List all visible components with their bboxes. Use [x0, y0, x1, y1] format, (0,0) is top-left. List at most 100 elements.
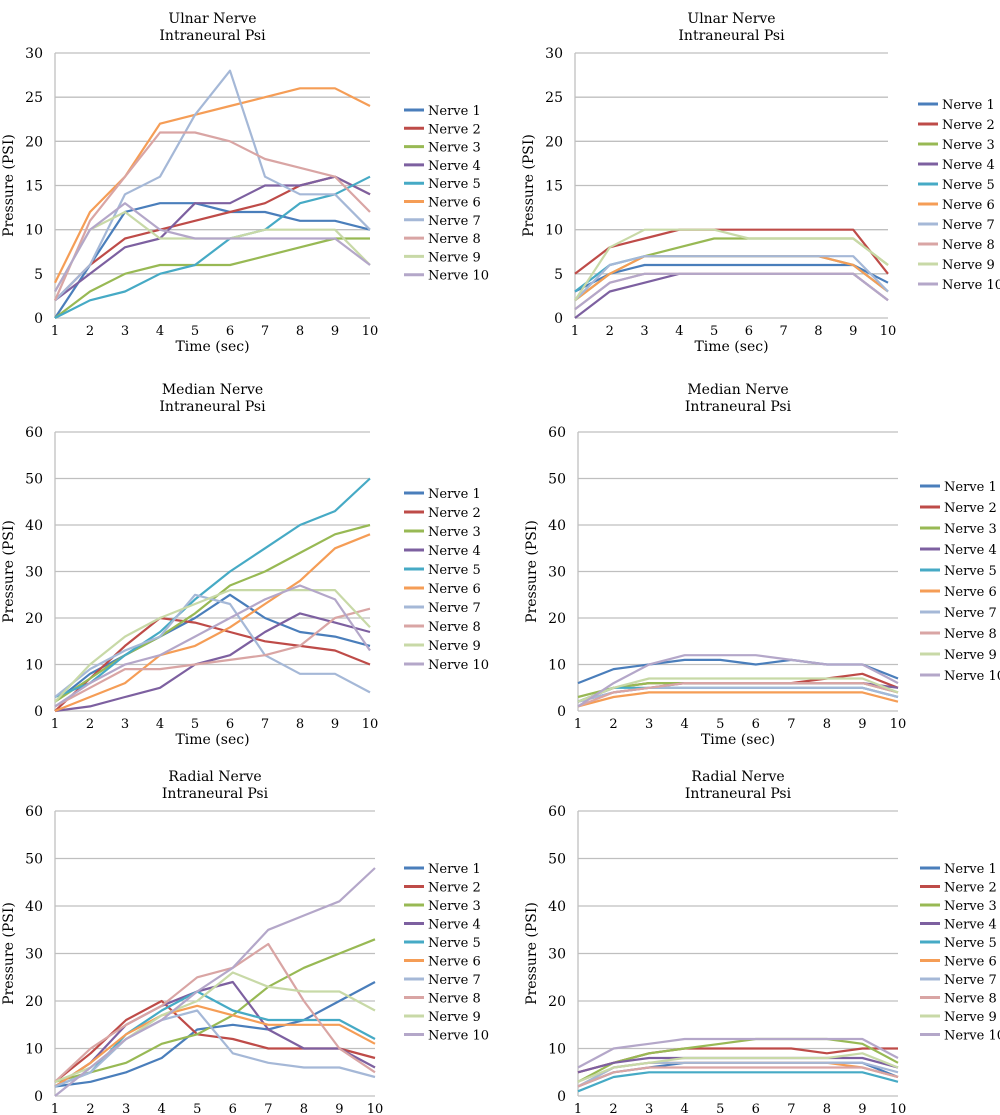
y-tick-label: 10: [25, 223, 43, 239]
y-tick-label: 10: [545, 223, 563, 239]
x-tick-label: 4: [156, 324, 164, 339]
legend-label: Nerve 8: [944, 627, 997, 642]
series-line-nerve-7: [574, 255, 889, 302]
x-tick-label: 8: [823, 1102, 831, 1115]
legend-label: Nerve 4: [944, 543, 997, 558]
x-tick-label: 9: [858, 1102, 866, 1115]
x-tick-label: 5: [193, 1102, 201, 1115]
y-tick-label: 30: [25, 565, 43, 581]
series-line-nerve-10: [574, 272, 889, 311]
x-axis-label: Time (sec): [694, 339, 768, 355]
x-tick-label: 9: [858, 717, 866, 732]
legend-label: Nerve 9: [428, 1010, 481, 1025]
legend-label: Nerve 7: [944, 973, 997, 988]
series-line-nerve-5: [54, 477, 371, 699]
legend-label: Nerve 3: [428, 899, 481, 914]
series-line-nerve-1: [54, 202, 371, 319]
chart-title: Radial Nerve: [168, 769, 261, 785]
legend-label: Nerve 7: [942, 218, 995, 233]
y-tick-label: 60: [25, 804, 43, 820]
chart-title: Intraneural Psi: [685, 399, 792, 415]
y-tick-label: 0: [34, 311, 43, 327]
chart-title: Ulnar Nerve: [168, 11, 256, 27]
y-tick-label: 20: [548, 994, 566, 1010]
legend-label: Nerve 3: [428, 141, 481, 156]
x-tick-label: 3: [645, 1102, 653, 1115]
y-tick-label: 30: [548, 565, 566, 581]
series-line-nerve-8: [577, 681, 899, 708]
series-line-nerve-8: [54, 607, 371, 708]
series-line-nerve-3: [577, 1037, 899, 1083]
series-line-nerve-5: [577, 1071, 899, 1093]
y-tick-label: 40: [548, 899, 566, 915]
series-line-nerve-4: [54, 175, 371, 302]
chart-title: Radial Nerve: [691, 769, 784, 785]
y-axis-label: Pressure (PSI): [1, 520, 17, 623]
x-tick-label: 3: [645, 717, 653, 732]
legend-label: Nerve 8: [428, 232, 481, 247]
x-axis-label: Time (sec): [701, 732, 775, 748]
x-tick-label: 8: [823, 717, 831, 732]
y-tick-label: 15: [545, 179, 563, 195]
chart-title: Ulnar Nerve: [687, 11, 775, 27]
legend-label: Nerve 10: [428, 269, 489, 284]
series-line-nerve-3: [54, 523, 371, 703]
x-tick-label: 5: [710, 324, 718, 339]
legend-label: Nerve 9: [428, 250, 481, 265]
y-tick-label: 50: [25, 472, 43, 488]
chart-title: Intraneural Psi: [159, 28, 266, 44]
x-tick-label: 1: [51, 324, 59, 339]
legend-label: Nerve 8: [428, 992, 481, 1007]
legend-label: Nerve 5: [428, 563, 481, 578]
legend-label: Nerve 9: [428, 639, 481, 654]
series-line-nerve-2: [574, 228, 889, 275]
y-tick-label: 0: [34, 1089, 43, 1105]
x-tick-label: 4: [675, 324, 683, 339]
y-tick-label: 40: [548, 518, 566, 534]
legend-label: Nerve 8: [944, 992, 997, 1007]
x-tick-label: 1: [51, 1102, 59, 1115]
x-tick-label: 8: [296, 717, 304, 732]
x-tick-label: 3: [122, 1102, 130, 1115]
x-tick-label: 2: [86, 1102, 94, 1115]
x-tick-label: 10: [890, 717, 907, 732]
legend-label: Nerve 4: [428, 159, 481, 174]
legend-label: Nerve 5: [944, 936, 997, 951]
legend-label: Nerve 6: [942, 198, 995, 213]
legend-label: Nerve 1: [944, 480, 997, 495]
legend-label: Nerve 2: [944, 501, 997, 516]
legend-label: Nerve 1: [428, 862, 481, 877]
series-line-nerve-8: [53, 131, 371, 301]
legend-label: Nerve 9: [942, 258, 995, 273]
legend-label: Nerve 2: [428, 506, 481, 521]
legend-label: Nerve 1: [428, 487, 481, 502]
x-tick-label: 1: [51, 717, 59, 732]
y-tick-label: 10: [548, 658, 566, 674]
y-tick-label: 10: [25, 1042, 43, 1058]
legend-label: Nerve 9: [944, 648, 997, 663]
legend-label: Nerve 10: [942, 278, 1000, 293]
y-tick-label: 20: [545, 134, 563, 150]
x-tick-label: 9: [331, 717, 339, 732]
series-line-nerve-10: [577, 1037, 899, 1069]
series-line-nerve-10: [54, 202, 371, 293]
legend-label: Nerve 10: [944, 1029, 1000, 1044]
y-tick-label: 30: [25, 947, 43, 963]
series-line-nerve-1: [54, 593, 371, 703]
x-tick-label: 8: [300, 1102, 308, 1115]
series-line-nerve-3: [54, 237, 370, 319]
chart-title: Median Nerve: [687, 382, 788, 398]
legend-label: Nerve 8: [428, 620, 481, 635]
x-tick-label: 5: [716, 1102, 724, 1115]
y-tick-label: 0: [34, 704, 43, 720]
legend-label: Nerve 2: [428, 881, 481, 896]
legend-label: Nerve 10: [944, 669, 1000, 684]
y-tick-label: 20: [25, 611, 43, 627]
x-tick-label: 6: [752, 717, 760, 732]
series-line-nerve-8: [577, 1066, 899, 1088]
x-tick-label: 3: [121, 717, 129, 732]
x-tick-label: 4: [156, 717, 164, 732]
y-tick-label: 20: [25, 134, 43, 150]
